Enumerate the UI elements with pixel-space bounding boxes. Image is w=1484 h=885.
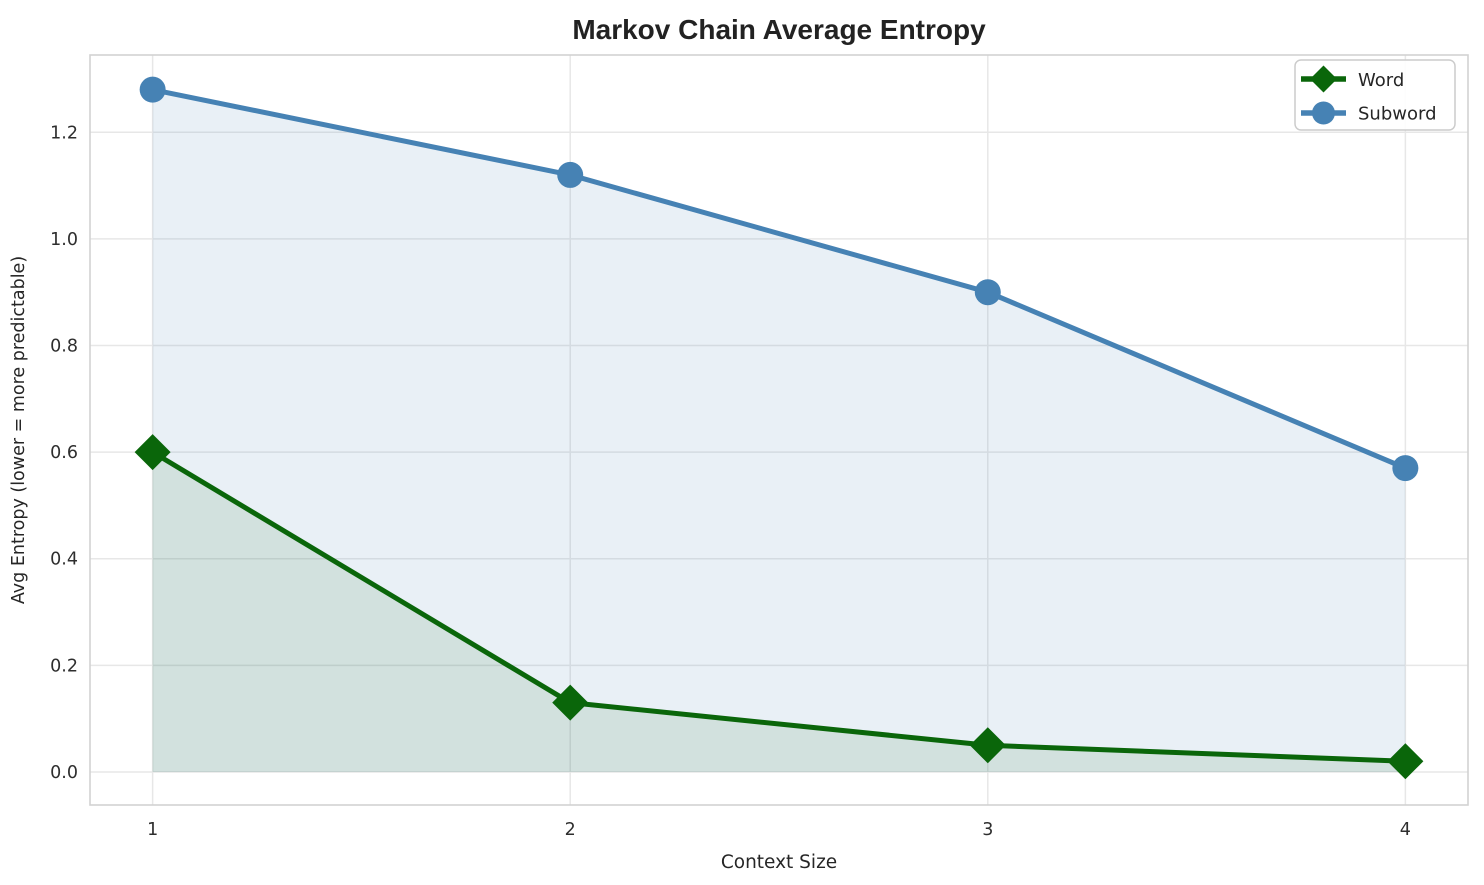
y-tick-label: 0.0 <box>50 763 78 783</box>
legend-item-word: Word <box>1301 65 1404 93</box>
series-markers <box>134 76 1424 780</box>
subword-marker <box>974 279 1001 306</box>
y-tick-label: 0.8 <box>50 337 78 357</box>
y-tick-label: 0.6 <box>50 443 78 463</box>
subword-marker <box>557 161 584 188</box>
y-axis-label: Avg Entropy (lower = more predictable) <box>9 256 29 604</box>
subword-legend-circle-icon <box>1312 101 1335 125</box>
y-tick-label: 1.0 <box>50 230 78 250</box>
plot-area <box>90 55 1468 805</box>
x-tick-label: 3 <box>982 820 993 840</box>
word-marker <box>134 434 171 471</box>
gridlines <box>90 55 1468 805</box>
y-tick-label: 0.2 <box>50 656 78 676</box>
subword-line <box>150 87 1408 471</box>
chart-title: Markov Chain Average Entropy <box>572 14 986 45</box>
axes-spines <box>89 54 1469 806</box>
subword-area-fill <box>152 89 1406 772</box>
word-area-fill <box>152 452 1406 772</box>
word-marker <box>969 727 1006 764</box>
subword-legend-label: Subword <box>1358 104 1437 125</box>
x-axis-label: Context Size <box>721 852 837 873</box>
word-legend-label: Word <box>1358 70 1404 91</box>
y-tick-label: 0.4 <box>50 550 78 570</box>
area-fills <box>152 89 1406 772</box>
subword-marker <box>139 76 166 103</box>
legend: Word Subword <box>1294 59 1456 131</box>
legend-item-subword: Subword <box>1301 101 1437 125</box>
x-tick-labels: 1 2 3 4 <box>147 820 1411 840</box>
x-tick-label: 1 <box>147 820 158 840</box>
word-line <box>150 449 1408 764</box>
x-tick-label: 4 <box>1400 820 1411 840</box>
word-marker <box>552 684 589 721</box>
word-legend-diamond-icon <box>1310 65 1337 93</box>
series-lines <box>150 87 1408 764</box>
x-tick-label: 2 <box>565 820 576 840</box>
subword-marker <box>1392 455 1419 482</box>
word-marker <box>1387 743 1424 780</box>
y-tick-label: 1.2 <box>50 123 78 143</box>
y-tick-labels: 0.0 0.2 0.4 0.6 0.8 1.0 1.2 <box>50 123 78 783</box>
